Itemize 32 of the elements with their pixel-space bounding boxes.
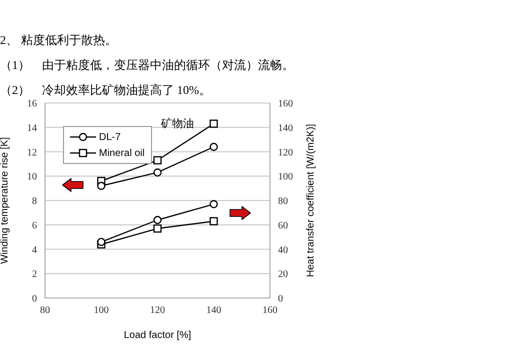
y2-tick-label: 0 (278, 294, 283, 305)
text: （1） 由于粘度低，变压器中油的循环（对流）流畅。 (0, 57, 294, 74)
y-tick-label: 4 (32, 244, 37, 256)
text: （2） 冷却效率比矿物油提高了 10%。 (0, 83, 211, 97)
y-tick-label: 2 (32, 269, 37, 280)
y2-tick-label: 120 (278, 147, 293, 158)
y2-tick-label: 40 (278, 244, 288, 256)
y2-tick-label: 60 (278, 220, 288, 232)
y-tick-label: 10 (27, 172, 37, 183)
x-tick-label: 120 (150, 305, 165, 316)
y2-tick-label: 20 (278, 269, 288, 280)
y-tick-label: 8 (32, 196, 37, 208)
y-tick-label: 0 (32, 294, 37, 305)
annotation: 矿物油 (161, 116, 194, 131)
y2-axis-title: Heat transfer coefficient [W/(m2K)] (306, 124, 317, 278)
legend-label: Mineral oil (99, 148, 145, 158)
y-tick-label: 6 (32, 220, 37, 232)
y2-tick-label: 80 (278, 196, 288, 208)
y-axis-title: Winding temperature rise [K] (0, 136, 11, 264)
x-axis-title: Load factor [%] (124, 330, 192, 341)
y-tick-label: 14 (27, 122, 37, 134)
x-tick-label: 140 (206, 305, 222, 316)
y2-tick-label: 140 (278, 122, 293, 134)
y-tick-label: 16 (27, 98, 37, 110)
y2-tick-label: 160 (278, 98, 293, 110)
x-tick-label: 80 (40, 305, 50, 316)
y-tick-label: 12 (27, 147, 37, 158)
y2-tick-label: 100 (278, 172, 293, 183)
x-tick-label: 100 (94, 305, 109, 316)
chart-title: 2、 粘度低利于散热。 (0, 32, 118, 49)
x-tick-label: 160 (262, 305, 278, 316)
legend-label: DL-7 (99, 132, 121, 142)
